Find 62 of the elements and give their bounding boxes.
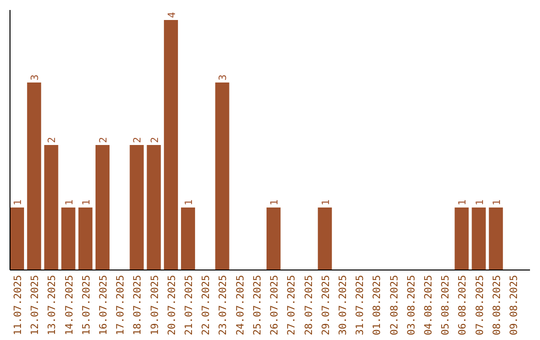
x-tick-label: 25.07.2025 bbox=[252, 275, 264, 336]
bar bbox=[181, 208, 196, 270]
bar bbox=[78, 208, 92, 270]
x-tick-label: 23.07.2025 bbox=[218, 275, 230, 336]
data-label: 1 bbox=[81, 199, 92, 206]
data-label: 2 bbox=[150, 136, 161, 143]
data-label: 1 bbox=[13, 199, 24, 206]
x-tick-label: 19.07.2025 bbox=[150, 275, 161, 336]
x-tick-label: 21.07.2025 bbox=[184, 275, 196, 336]
x-tick-label: 06.08.2025 bbox=[458, 275, 469, 336]
data-label: 1 bbox=[64, 199, 76, 206]
bar bbox=[488, 208, 503, 270]
data-label: 1 bbox=[184, 199, 196, 206]
data-label: 2 bbox=[132, 136, 144, 143]
bar bbox=[146, 145, 161, 270]
data-label: 1 bbox=[492, 199, 503, 206]
x-tick-label: 03.08.2025 bbox=[406, 275, 418, 336]
bar bbox=[164, 20, 178, 270]
x-tick-label: 26.07.2025 bbox=[270, 275, 281, 336]
x-tick-label: 09.08.2025 bbox=[508, 275, 520, 336]
x-tick-label: 14.07.2025 bbox=[64, 275, 76, 336]
bar bbox=[130, 145, 144, 270]
x-tick-label: 15.07.2025 bbox=[81, 275, 92, 336]
x-tick-label: 01.08.2025 bbox=[372, 275, 384, 336]
x-tick-label: 02.08.2025 bbox=[389, 275, 400, 336]
x-tick-label: 13.07.2025 bbox=[47, 275, 58, 336]
x-tick-label: 18.07.2025 bbox=[132, 275, 144, 336]
bar bbox=[61, 208, 76, 270]
bar bbox=[454, 208, 469, 270]
bar bbox=[44, 145, 58, 270]
x-tick-label: 17.07.2025 bbox=[116, 275, 127, 336]
x-tick-label: 16.07.2025 bbox=[98, 275, 110, 336]
x-tick-label: 08.08.2025 bbox=[492, 275, 503, 336]
x-tick-label: 04.08.2025 bbox=[423, 275, 434, 336]
x-tick-label: 22.07.2025 bbox=[201, 275, 212, 336]
data-label: 1 bbox=[270, 199, 281, 206]
bar bbox=[472, 208, 486, 270]
data-label: 1 bbox=[458, 199, 469, 206]
bar bbox=[266, 208, 281, 270]
data-label: 4 bbox=[166, 12, 178, 18]
x-tick-label: 12.07.2025 bbox=[30, 275, 42, 336]
x-tick-label: 11.07.2025 bbox=[13, 275, 24, 336]
x-tick-label: 27.07.2025 bbox=[286, 275, 298, 336]
data-label: 3 bbox=[30, 74, 42, 80]
bar bbox=[215, 82, 230, 270]
x-tick-label: 20.07.2025 bbox=[166, 275, 178, 336]
x-tick-label: 29.07.2025 bbox=[320, 275, 332, 336]
data-label: 3 bbox=[218, 74, 230, 80]
data-label: 2 bbox=[98, 136, 110, 143]
bar bbox=[96, 145, 110, 270]
bar bbox=[10, 208, 24, 270]
x-tick-label: 28.07.2025 bbox=[304, 275, 315, 336]
data-label: 1 bbox=[320, 199, 332, 206]
x-tick-label: 05.08.2025 bbox=[440, 275, 452, 336]
bar bbox=[318, 208, 332, 270]
x-tick-label: 30.07.2025 bbox=[338, 275, 349, 336]
bar bbox=[27, 82, 42, 270]
data-label: 2 bbox=[47, 136, 58, 143]
x-tick-label: 24.07.2025 bbox=[235, 275, 246, 336]
x-tick-label: 07.08.2025 bbox=[474, 275, 486, 336]
data-label: 1 bbox=[474, 199, 486, 206]
x-tick-label: 31.07.2025 bbox=[355, 275, 366, 336]
